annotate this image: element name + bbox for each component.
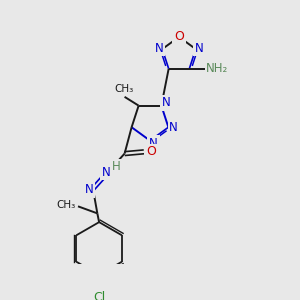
Text: CH₃: CH₃ — [56, 200, 75, 211]
Text: N: N — [85, 183, 94, 196]
Text: N: N — [149, 137, 158, 150]
Text: N: N — [102, 166, 110, 178]
Text: N: N — [161, 97, 170, 110]
Text: N: N — [195, 42, 204, 55]
Text: CH₃: CH₃ — [114, 84, 133, 94]
Text: O: O — [174, 29, 184, 43]
Text: N: N — [154, 42, 163, 55]
Text: Cl: Cl — [93, 291, 105, 300]
Text: NH₂: NH₂ — [206, 62, 229, 75]
Text: O: O — [146, 145, 156, 158]
Text: H: H — [111, 160, 120, 173]
Text: N: N — [169, 121, 178, 134]
